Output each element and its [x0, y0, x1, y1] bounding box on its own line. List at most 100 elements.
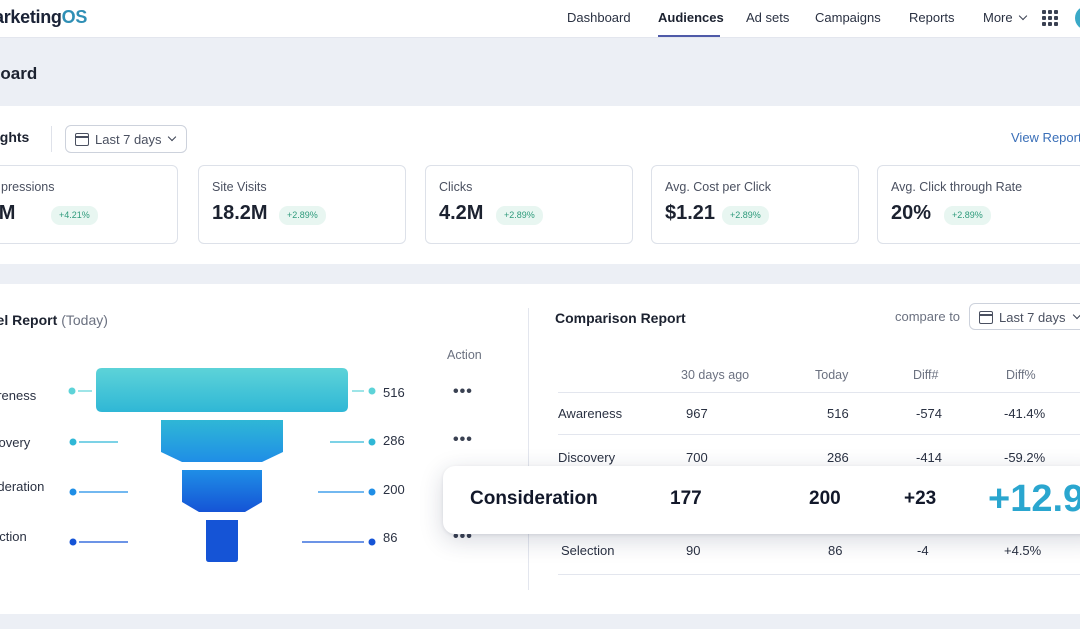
column-header: Diff# [913, 368, 939, 382]
chevron-down-icon [167, 132, 177, 142]
row-pct: +4.5% [1004, 543, 1042, 558]
view-report-link[interactable]: View Report [1011, 130, 1080, 145]
change-badge: +2.89% [944, 206, 991, 225]
funnel-dot-left [69, 488, 77, 496]
funnel-band[interactable] [161, 420, 283, 462]
avatar[interactable] [1075, 6, 1080, 30]
apps-grid-icon[interactable] [1042, 10, 1058, 26]
funnel-dot-right [368, 387, 376, 395]
date-range-select[interactable]: Last 7 days [65, 125, 187, 153]
metric-label: Avg. Cost per Click [665, 180, 772, 194]
nav-ad-sets[interactable]: Ad sets [746, 10, 790, 25]
metric-card-avg-ctr[interactable]: Avg. Click through Rate 20% +2.89% [877, 165, 1080, 244]
row-diff: -574 [916, 406, 943, 421]
row-today: 86 [828, 543, 843, 558]
row-pct: +12.9 [988, 478, 1080, 520]
highlighted-row-consideration[interactable]: Consideration 177 200 +23 +12.9 [443, 466, 1080, 534]
funnel-chart [68, 368, 376, 562]
metric-value: 3.2M [0, 202, 16, 224]
row-stage: Selection [561, 543, 615, 558]
row-diff: -414 [916, 450, 943, 465]
funnel-dot-right [368, 438, 376, 446]
funnel-stage-label: covery [0, 435, 31, 450]
row-divider [558, 392, 1080, 393]
funnel-title-text: nel Report [0, 312, 58, 328]
metric-value: 18.2M [212, 202, 268, 224]
funnel-band[interactable] [206, 520, 238, 562]
metric-value: 4.2M [439, 202, 484, 224]
funnel-stage-value: 516 [383, 385, 405, 400]
row-ago: 700 [686, 450, 708, 465]
funnel-stage-value: 200 [383, 482, 405, 497]
funnel-stage-value: 86 [383, 530, 398, 545]
compare-range-select[interactable]: Last 7 days [969, 303, 1080, 330]
highlights-panel: lights Last 7 days View Report pressions… [0, 106, 1080, 264]
metric-label: pressions [1, 180, 55, 194]
row-ago: 177 [670, 488, 702, 509]
row-pct: -59.2% [1004, 450, 1046, 465]
funnel-band[interactable] [182, 470, 262, 512]
compare-range-value: Last 7 days [999, 310, 1066, 325]
row-diff: -4 [917, 543, 929, 558]
column-header: 30 days ago [681, 368, 750, 382]
row-pct: -41.4% [1004, 406, 1046, 421]
page-footer-strip [0, 614, 1080, 629]
active-tab-indicator [658, 35, 720, 37]
row-ago: 90 [686, 543, 701, 558]
column-header: Diff% [1006, 368, 1036, 382]
row-ago: 967 [686, 406, 708, 421]
metric-card-impressions[interactable]: pressions 3.2M +4.21% [0, 165, 178, 244]
metric-label: Clicks [439, 180, 473, 194]
column-header: Today [815, 368, 849, 382]
row-stage: Awareness [558, 406, 623, 421]
top-nav: arketingOS Dashboard Audiences Ad sets C… [0, 0, 1080, 38]
row-stage: Discovery [558, 450, 616, 465]
funnel-band[interactable] [96, 368, 348, 412]
metric-value: $1.21 [665, 202, 716, 224]
more-actions-icon[interactable]: ••• [453, 431, 473, 448]
reports-panel: nel Report(Today) Action areness covery … [0, 284, 1080, 614]
highlights-title: lights [0, 129, 30, 145]
row-today: 516 [827, 406, 849, 421]
row-divider [558, 434, 1080, 435]
funnel-stage-label: sideration [0, 479, 45, 494]
row-today: 286 [827, 450, 849, 465]
page-title: board [0, 64, 38, 83]
brand-name-main: arketing [0, 7, 62, 27]
metric-label: Site Visits [212, 180, 267, 194]
brand-logo[interactable]: arketingOS [0, 7, 87, 28]
row-diff: +23 [904, 488, 937, 509]
funnel-title-sub: (Today) [61, 312, 108, 328]
nav-audiences[interactable]: Audiences [658, 10, 724, 25]
funnel-dot-right [368, 488, 376, 496]
more-actions-icon[interactable]: ••• [453, 383, 473, 400]
change-badge: +4.21% [51, 206, 98, 225]
metric-card-site-visits[interactable]: Site Visits 18.2M +2.89% [198, 165, 406, 244]
brand-name-os: OS [61, 7, 88, 27]
nav-more[interactable]: More [983, 10, 1027, 25]
nav-dashboard[interactable]: Dashboard [567, 10, 631, 25]
metric-card-avg-cpc[interactable]: Avg. Cost per Click $1.21 +2.89% [651, 165, 859, 244]
nav-more-label: More [983, 10, 1013, 25]
metric-card-clicks[interactable]: Clicks 4.2M +2.89% [425, 165, 633, 244]
metric-label: Avg. Click through Rate [891, 180, 1023, 194]
funnel-dot-left [68, 387, 76, 395]
row-today: 200 [809, 488, 841, 509]
panel-divider [528, 308, 529, 590]
divider [51, 126, 52, 152]
chevron-down-icon [1018, 11, 1027, 21]
comparison-report-title: Comparison Report [555, 310, 686, 326]
funnel-dot-right [368, 538, 376, 546]
funnel-stage-value: 286 [383, 433, 405, 448]
chevron-down-icon [1072, 310, 1080, 320]
nav-reports[interactable]: Reports [909, 10, 955, 25]
action-header: Action [447, 348, 482, 362]
nav-campaigns[interactable]: Campaigns [815, 10, 881, 25]
change-badge: +2.89% [496, 206, 543, 225]
funnel-dot-left [69, 438, 77, 446]
compare-to-label: compare to [895, 309, 961, 324]
date-range-value: Last 7 days [95, 132, 162, 147]
change-badge: +2.89% [722, 206, 769, 225]
change-badge: +2.89% [279, 206, 326, 225]
funnel-stage-label: areness [0, 388, 37, 403]
